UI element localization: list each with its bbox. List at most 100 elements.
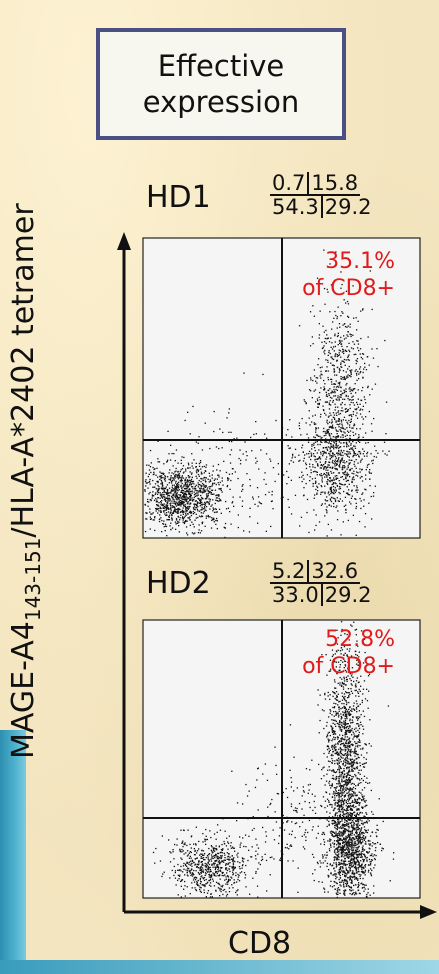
event-dot xyxy=(305,422,307,424)
event-dot xyxy=(174,500,176,503)
event-dot xyxy=(203,485,205,487)
event-dot xyxy=(346,461,348,463)
event-dot xyxy=(337,823,339,825)
event-dot xyxy=(216,528,218,530)
event-dot xyxy=(343,776,345,778)
event-dot xyxy=(316,434,319,436)
event-dot xyxy=(320,485,322,487)
event-dot xyxy=(356,670,358,672)
event-dot xyxy=(351,801,353,803)
event-dot xyxy=(360,792,362,794)
event-dot xyxy=(215,871,217,873)
event-dot xyxy=(341,684,343,686)
event-dot xyxy=(334,392,336,394)
event-dot xyxy=(228,853,230,855)
event-dot xyxy=(194,863,197,865)
event-dot xyxy=(349,386,351,389)
event-dot xyxy=(354,741,356,743)
event-dot xyxy=(359,840,361,842)
event-dot xyxy=(195,492,198,494)
event-dot xyxy=(364,366,366,368)
event-dot xyxy=(347,355,349,357)
event-dot xyxy=(344,710,347,712)
event-dot xyxy=(350,690,353,692)
event-dot xyxy=(335,878,337,880)
event-dot xyxy=(323,409,325,412)
event-dot xyxy=(343,870,345,872)
event-dot xyxy=(336,829,338,831)
event-dot xyxy=(316,471,318,473)
event-dot xyxy=(325,452,327,454)
event-dot xyxy=(179,508,181,511)
event-dot xyxy=(223,875,225,877)
event-dot xyxy=(357,398,359,400)
event-dot xyxy=(213,847,215,849)
event-dot xyxy=(349,673,352,675)
event-dot xyxy=(355,498,357,500)
event-dot xyxy=(164,480,167,482)
event-dot xyxy=(349,693,351,696)
event-dot xyxy=(313,455,315,457)
event-dot xyxy=(331,479,333,482)
event-dot xyxy=(229,488,231,490)
event-dot xyxy=(331,358,333,360)
event-dot xyxy=(206,882,208,884)
event-dot xyxy=(359,403,361,405)
event-dot xyxy=(226,867,228,869)
event-dot xyxy=(356,719,359,721)
event-dot xyxy=(203,503,205,505)
event-dot xyxy=(350,497,353,499)
event-dot xyxy=(209,879,211,882)
event-dot xyxy=(232,859,234,861)
event-dot xyxy=(338,835,340,837)
event-dot xyxy=(330,492,332,495)
event-dot xyxy=(334,465,336,467)
event-dot xyxy=(346,837,348,839)
event-dot xyxy=(339,369,341,371)
event-dot xyxy=(172,497,174,499)
event-dot xyxy=(342,757,344,759)
event-dot xyxy=(157,497,159,499)
event-dot xyxy=(187,829,189,831)
event-dot xyxy=(350,769,353,771)
event-dot xyxy=(329,388,331,390)
event-dot xyxy=(198,483,201,486)
event-dot xyxy=(342,683,344,685)
event-dot xyxy=(352,440,354,443)
event-dot xyxy=(336,812,338,814)
event-dot xyxy=(190,868,193,870)
event-dot xyxy=(345,783,347,785)
event-dot xyxy=(367,782,369,784)
event-dot xyxy=(335,386,338,388)
event-dot xyxy=(347,466,349,469)
event-dot xyxy=(331,777,333,780)
event-dot xyxy=(188,501,190,503)
event-dot xyxy=(351,399,353,401)
event-dot xyxy=(350,334,352,336)
event-dot xyxy=(345,730,347,732)
event-dot xyxy=(221,860,223,862)
event-dot xyxy=(160,517,162,519)
event-dot xyxy=(363,715,366,718)
event-dot xyxy=(343,827,345,830)
event-dot xyxy=(314,812,317,814)
event-dot xyxy=(334,436,336,438)
event-dot xyxy=(357,440,360,442)
event-dot xyxy=(326,496,328,498)
event-dot xyxy=(336,844,338,846)
event-dot xyxy=(330,803,332,806)
event-dot xyxy=(349,426,351,428)
event-dot xyxy=(190,478,193,481)
event-dot xyxy=(198,510,201,512)
event-dot xyxy=(362,748,364,750)
event-dot xyxy=(330,346,332,348)
event-dot xyxy=(332,412,335,414)
event-dot xyxy=(168,482,170,484)
event-dot xyxy=(343,392,346,394)
event-dot xyxy=(196,508,199,510)
event-dot xyxy=(204,840,206,842)
event-dot xyxy=(339,821,342,823)
event-dot xyxy=(210,854,213,856)
event-dot xyxy=(211,863,213,865)
event-dot xyxy=(348,342,350,344)
